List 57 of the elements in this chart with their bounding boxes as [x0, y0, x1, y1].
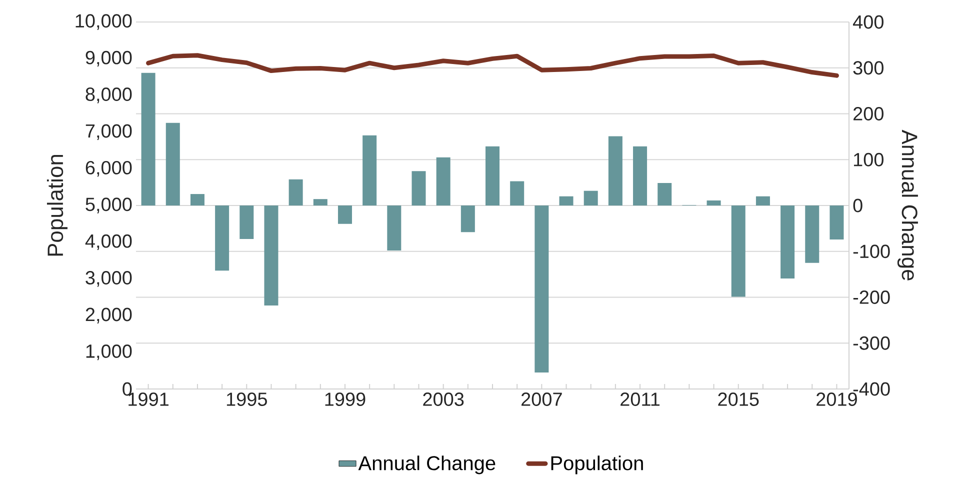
- y-tick-label: 4,000: [85, 234, 132, 250]
- bar: [830, 206, 844, 240]
- y2-tick-label: 200: [854, 107, 884, 120]
- y-tick-label: 6,000: [86, 160, 132, 177]
- y2-tick-label: 400: [852, 15, 884, 29]
- y-tick-label: 1,000: [86, 344, 132, 360]
- y2-tick-label: 100: [854, 152, 884, 166]
- y-axis-title: Population: [46, 154, 68, 256]
- y2-tick-label: 300: [853, 61, 884, 75]
- bar: [264, 206, 278, 306]
- bar: [338, 206, 352, 224]
- bar: [141, 72, 156, 206]
- bar: [313, 199, 328, 206]
- x-tick-label: 1999: [325, 392, 366, 406]
- bar: [731, 206, 746, 297]
- y-tick-label: 3,000: [86, 271, 132, 287]
- x-tick-label: 1995: [226, 392, 267, 406]
- bar: [608, 136, 622, 206]
- bar: [805, 206, 820, 263]
- x-tick-label: 2003: [423, 392, 464, 406]
- bar: [166, 122, 180, 206]
- bar: [534, 206, 549, 372]
- line-series: [146, 53, 839, 78]
- bar: [387, 206, 402, 250]
- bar: [412, 171, 426, 206]
- bar: [362, 135, 377, 206]
- bar: [460, 206, 475, 232]
- x-tick-label: 2015: [718, 392, 759, 406]
- y-tick-label: 5,000: [86, 198, 132, 214]
- bar: [240, 206, 254, 239]
- bar: [486, 146, 500, 206]
- bar: [559, 196, 574, 206]
- bar: [288, 179, 303, 206]
- bar: [658, 183, 672, 206]
- bar: [756, 196, 770, 206]
- y-tick-label: 9,000: [86, 50, 132, 67]
- y2-tick-label: -300: [853, 336, 890, 350]
- bar: [780, 206, 795, 278]
- bar: [436, 157, 450, 206]
- bar: [215, 206, 230, 271]
- bar: [510, 181, 524, 206]
- y2-axis-title: Annual Change: [897, 130, 918, 280]
- bar: [190, 194, 204, 206]
- bar: [706, 200, 721, 206]
- y2-tick-label: 0: [853, 198, 862, 212]
- bar: [584, 190, 598, 206]
- y2-tick-label: -200: [853, 290, 890, 304]
- x-tick-label: 2011: [620, 392, 660, 406]
- legend-label: Population: [551, 456, 643, 474]
- legend-label: Annual Change: [358, 456, 496, 474]
- y-tick-label: 10,000: [76, 14, 132, 30]
- y-tick-label: 2,000: [86, 308, 132, 324]
- y2-tick-label: -100: [853, 244, 890, 258]
- x-tick-label: 2007: [522, 392, 562, 406]
- y-tick-label: 8,000: [86, 88, 132, 104]
- bar: [633, 146, 648, 206]
- y-tick-label: 7,000: [86, 124, 132, 140]
